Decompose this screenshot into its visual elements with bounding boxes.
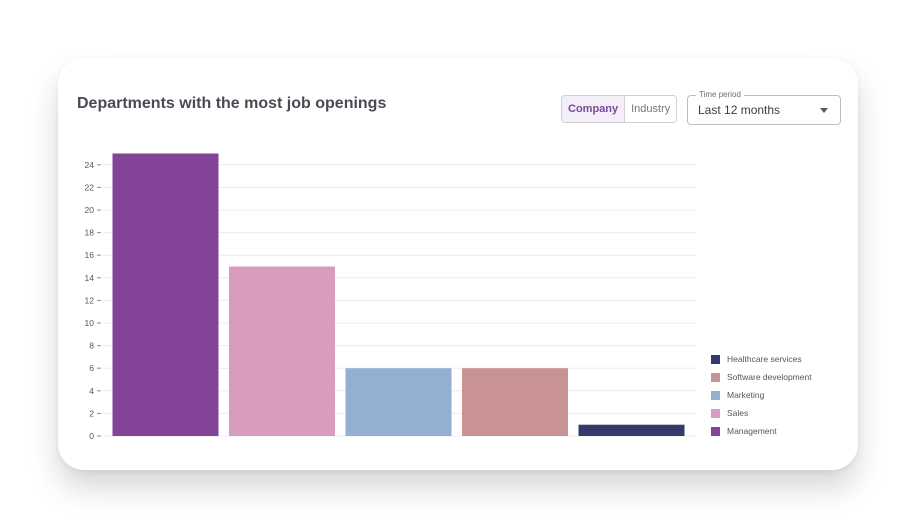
toggle-industry-button[interactable]: Industry — [625, 96, 677, 122]
y-tick-label: 14 — [85, 273, 95, 283]
time-period-value: Last 12 months — [698, 103, 781, 117]
y-tick-label: 24 — [85, 160, 95, 170]
bar-marketing[interactable] — [345, 368, 452, 436]
y-tick-label: 6 — [89, 363, 94, 373]
bar-software-development[interactable] — [462, 368, 568, 436]
legend-swatch — [711, 390, 720, 400]
toggle-company-button[interactable]: Company — [562, 96, 626, 122]
y-tick-label: 8 — [89, 341, 94, 351]
y-tick-label: 20 — [85, 205, 95, 215]
chart-title: Departments with the most job openings — [77, 95, 387, 112]
time-period-label: Time period — [696, 89, 744, 100]
y-tick-label: 12 — [85, 295, 95, 305]
bar-healthcare-services[interactable] — [578, 424, 685, 436]
legend-swatch — [711, 426, 720, 436]
bar-sales[interactable] — [229, 266, 335, 437]
time-period-select[interactable]: Time period Last 12 months — [687, 89, 841, 125]
legend-swatch — [711, 408, 720, 418]
y-tick-label: 10 — [85, 318, 95, 328]
y-tick-label: 2 — [89, 408, 94, 418]
legend-item[interactable]: Management — [711, 422, 812, 440]
legend-item[interactable]: Marketing — [711, 386, 812, 404]
legend-swatch — [711, 372, 720, 382]
chevron-down-icon — [820, 108, 828, 113]
legend-label: Management — [727, 426, 777, 436]
legend-label: Marketing — [727, 390, 765, 400]
y-tick-label: 0 — [89, 431, 94, 441]
y-tick-label: 18 — [85, 228, 95, 238]
chart-card: Departments with the most job openings C… — [58, 58, 858, 470]
legend-swatch — [711, 354, 720, 364]
y-tick-label: 16 — [85, 250, 95, 260]
legend-label: Sales — [727, 408, 749, 418]
legend-item[interactable]: Healthcare services — [711, 350, 812, 368]
legend-item[interactable]: Sales — [711, 404, 812, 422]
legend-item[interactable]: Software development — [711, 368, 812, 386]
scope-toggle: Company Industry — [561, 95, 678, 123]
chart-legend: Healthcare services Software development M… — [711, 350, 812, 440]
y-tick-label: 4 — [89, 386, 94, 396]
bar-management[interactable] — [112, 153, 219, 437]
legend-label: Healthcare services — [727, 354, 802, 364]
y-tick-label: 22 — [85, 182, 95, 192]
legend-label: Software development — [727, 372, 812, 382]
